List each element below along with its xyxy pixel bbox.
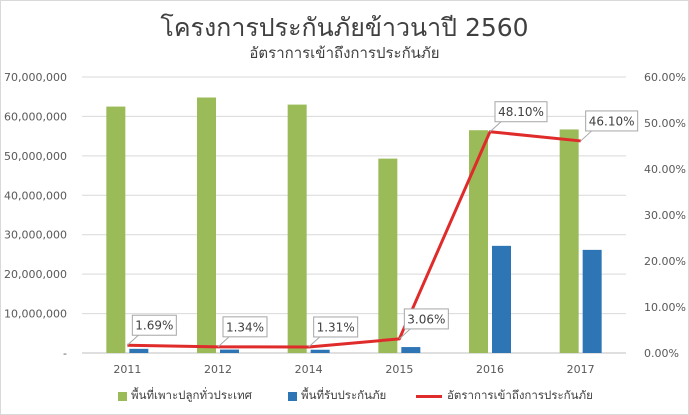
legend-label-planted-area: พื้นที่เพาะปลูกทั่วประเทศ bbox=[131, 388, 252, 402]
data-label-access-rate: 1.69% bbox=[135, 319, 173, 333]
data-label-leader bbox=[217, 336, 230, 348]
y-right-tick-label: 50.00% bbox=[644, 117, 686, 130]
bar-planted-area bbox=[469, 130, 488, 353]
bar-planted-area bbox=[197, 97, 216, 353]
data-label-leader bbox=[308, 336, 321, 348]
legend-label-insured-area: พื้นที่รับประกันภัย bbox=[301, 388, 387, 402]
bar-planted-area bbox=[287, 104, 307, 353]
y-left-tick-label: 70,000,000 bbox=[4, 71, 67, 84]
data-label-leader bbox=[580, 130, 593, 142]
data-label-access-rate: 3.06% bbox=[407, 312, 445, 326]
y-right-tick-label: 40.00% bbox=[644, 163, 686, 176]
bar-planted-area bbox=[559, 129, 579, 353]
y-right-tick-label: 20.00% bbox=[644, 255, 686, 268]
data-label-access-rate: 48.10% bbox=[498, 105, 544, 119]
y-left-tick-label: - bbox=[63, 347, 67, 360]
bar-insured-area bbox=[310, 349, 330, 353]
chart-title: โครงการประกันภัยข้าวนาปี 2560 bbox=[160, 13, 529, 42]
bar-planted-area bbox=[106, 106, 126, 353]
data-label-box bbox=[222, 316, 268, 338]
y-right-tick-label: 60.00% bbox=[644, 71, 686, 84]
bar-planted-area bbox=[378, 158, 398, 353]
bar-insured-area bbox=[220, 349, 239, 353]
bar-insured-area bbox=[492, 245, 511, 353]
y-right-tick-label: 30.00% bbox=[644, 209, 686, 222]
y-left-tick-label: 40,000,000 bbox=[4, 189, 67, 202]
data-label-leader bbox=[398, 328, 411, 340]
y-left-tick-label: 10,000,000 bbox=[4, 308, 67, 321]
data-label-access-rate: 1.34% bbox=[226, 320, 264, 334]
chart-legend: พื้นที่เพาะปลูกทั่วประเทศ พื้นที่รับประก… bbox=[0, 387, 689, 407]
bar-insured-area bbox=[582, 249, 602, 353]
legend-item-access-rate: อัตราการเข้าถึงการประกันภัย bbox=[416, 387, 593, 405]
y-left-tick-label: 50,000,000 bbox=[4, 150, 67, 163]
legend-item-planted-area: พื้นที่เพาะปลูกทั่วประเทศ bbox=[118, 387, 252, 405]
bar-insured-area bbox=[129, 348, 149, 353]
chart-subtitle: อัตราการเข้าถึงการประกันภัย bbox=[249, 44, 440, 62]
y-left-tick-label: 20,000,000 bbox=[4, 268, 67, 281]
x-tick-label: 2011 bbox=[113, 363, 141, 376]
data-label-box bbox=[585, 110, 639, 132]
data-label-leader bbox=[489, 121, 502, 133]
legend-label-access-rate: อัตราการเข้าถึงการประกันภัย bbox=[447, 388, 593, 402]
x-tick-label: 2017 bbox=[567, 363, 595, 376]
data-label-box bbox=[403, 308, 449, 330]
y-right-tick-label: 10.00% bbox=[644, 301, 686, 314]
x-tick-label: 2015 bbox=[385, 363, 413, 376]
data-label-leader bbox=[126, 334, 139, 346]
bar-insured-area bbox=[401, 347, 421, 353]
y-left-tick-label: 60,000,000 bbox=[4, 110, 67, 123]
data-label-access-rate: 1.31% bbox=[317, 320, 355, 334]
legend-swatch-insured-area bbox=[288, 391, 297, 401]
y-right-tick-label: 0.00% bbox=[644, 347, 679, 360]
y-left-tick-label: 30,000,000 bbox=[4, 229, 67, 242]
data-label-box bbox=[131, 314, 177, 336]
x-tick-label: 2012 bbox=[204, 363, 232, 376]
data-label-box bbox=[313, 316, 359, 338]
line-access-rate bbox=[127, 130, 581, 349]
data-label-access-rate: 46.10% bbox=[589, 114, 635, 128]
data-label-box bbox=[494, 101, 548, 123]
legend-item-insured-area: พื้นที่รับประกันภัย bbox=[288, 387, 386, 405]
legend-swatch-access-rate bbox=[416, 394, 442, 398]
legend-swatch-planted-area bbox=[118, 391, 127, 401]
x-tick-label: 2014 bbox=[295, 363, 323, 376]
x-tick-label: 2016 bbox=[476, 363, 504, 376]
